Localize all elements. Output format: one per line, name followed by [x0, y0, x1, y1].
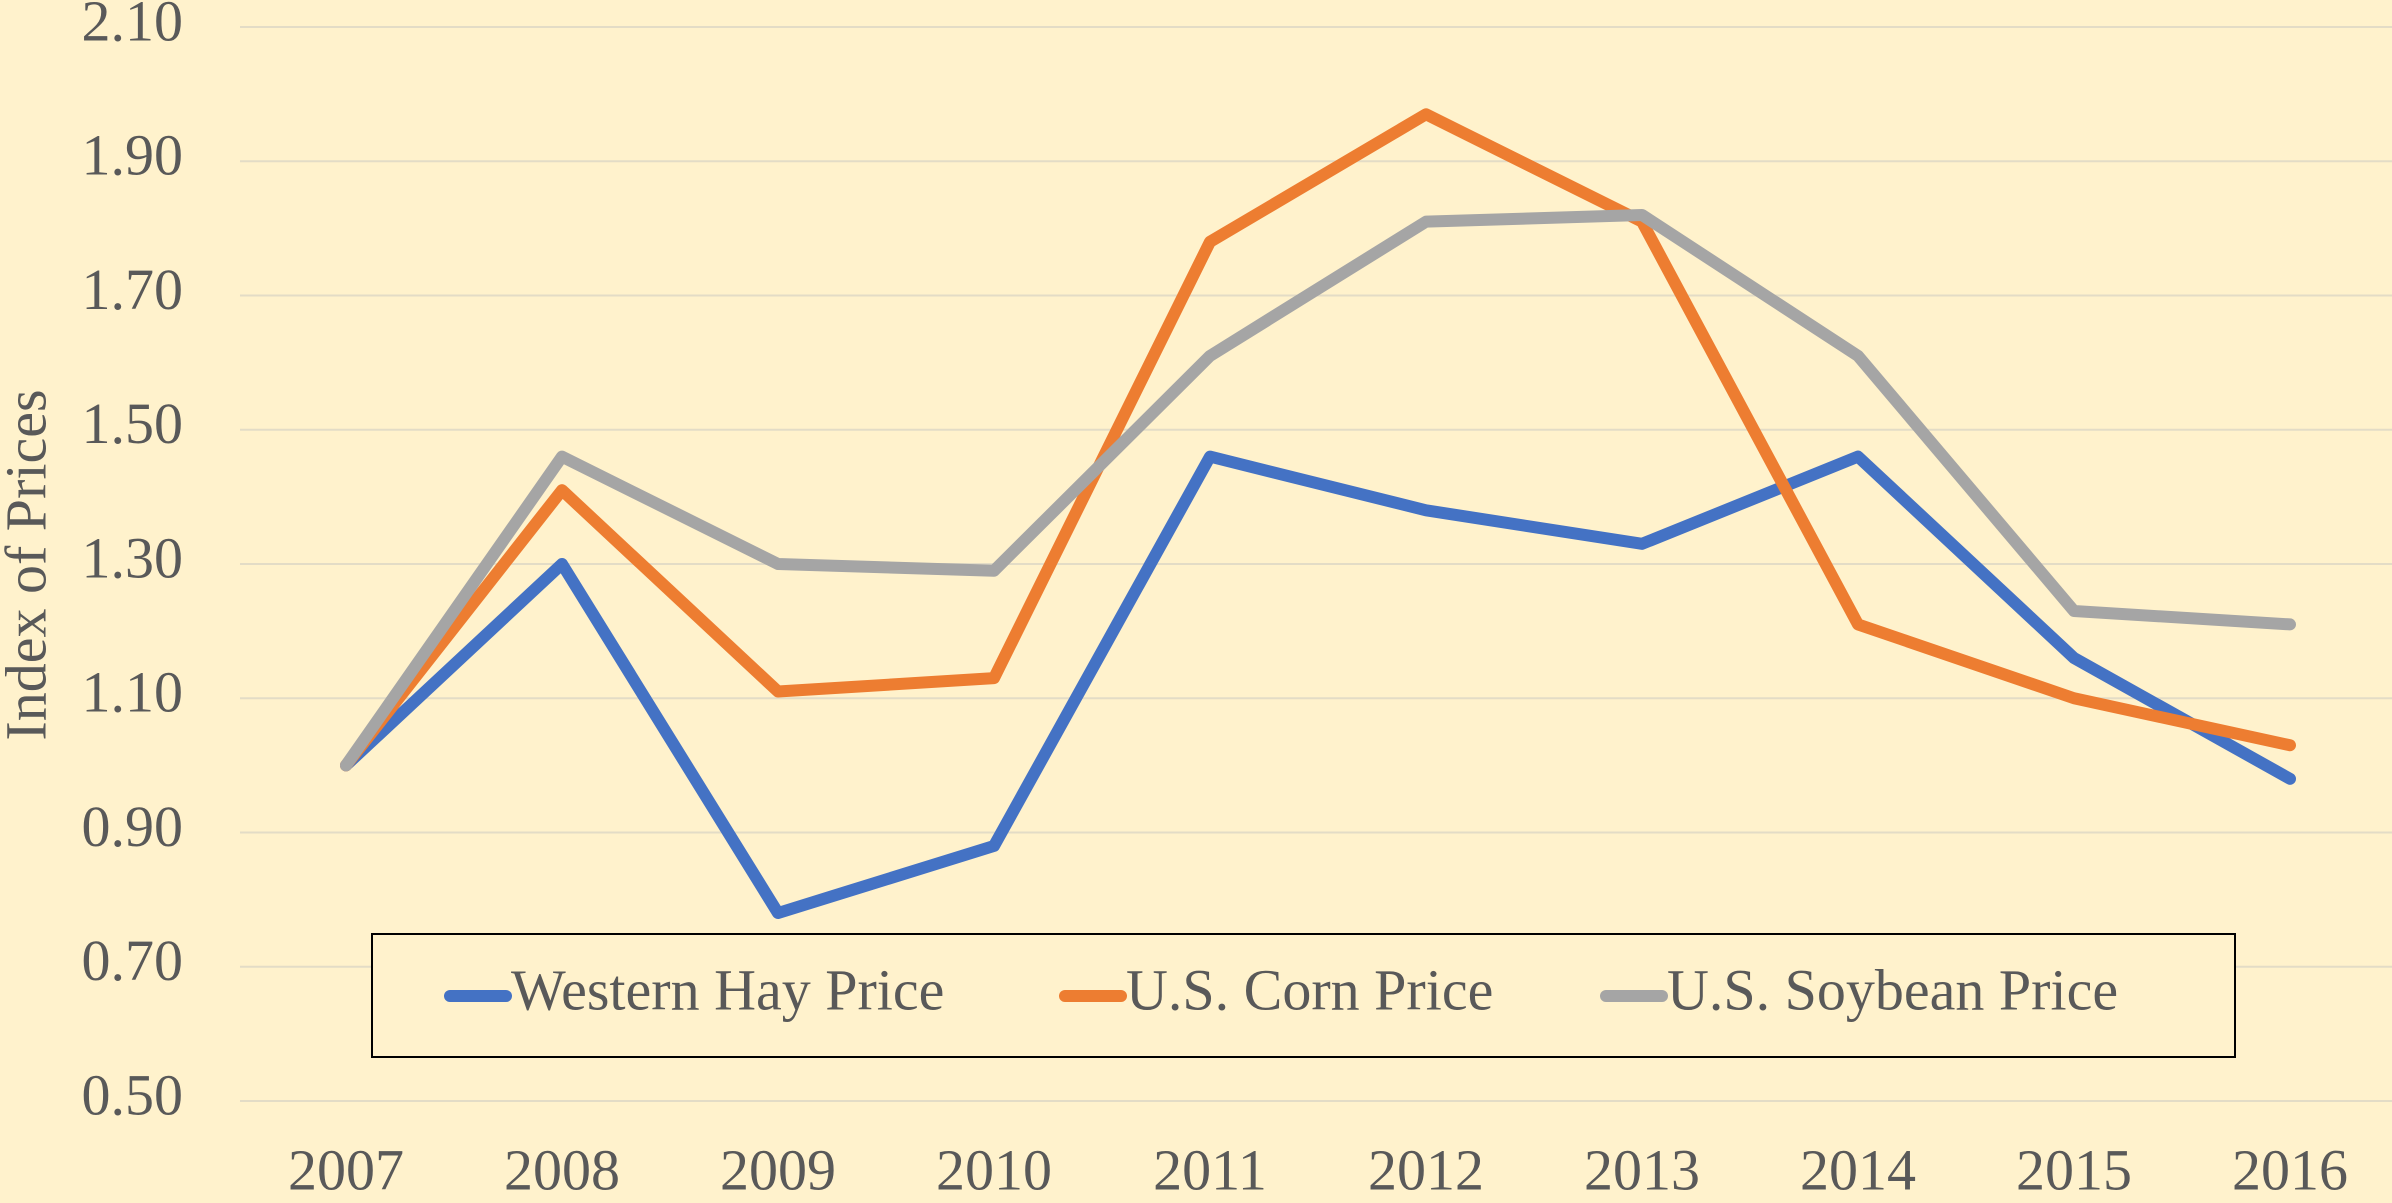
- x-tick-label: 2013: [1584, 1137, 1700, 1202]
- x-tick-label: 2009: [720, 1137, 836, 1202]
- y-tick-label: 0.50: [82, 1062, 184, 1127]
- y-tick-label: 1.10: [82, 660, 184, 725]
- series-line: [340, 208, 2296, 772]
- series-line: [340, 108, 2296, 772]
- legend-label: U.S. Soybean Price: [1667, 957, 2118, 1022]
- y-tick-label: 0.90: [82, 794, 184, 859]
- y-tick-label: 1.70: [82, 257, 184, 322]
- x-tick-label: 2012: [1368, 1137, 1484, 1202]
- y-axis-title: Index of Prices: [0, 389, 58, 740]
- y-tick-label: 0.70: [82, 928, 184, 993]
- x-tick-label: 2010: [936, 1137, 1052, 1202]
- y-tick-label: 1.90: [82, 123, 184, 188]
- y-tick-label: 1.30: [82, 525, 184, 590]
- legend-box: [371, 933, 2236, 1058]
- legend-label: Western Hay Price: [511, 957, 944, 1022]
- x-tick-label: 2011: [1153, 1137, 1267, 1202]
- legend-label: U.S. Corn Price: [1126, 957, 1493, 1022]
- series-line: [340, 450, 2296, 920]
- x-tick-label: 2008: [504, 1137, 620, 1202]
- x-tick-label: 2016: [2232, 1137, 2348, 1202]
- x-tick-label: 2007: [288, 1137, 404, 1202]
- x-tick-label: 2014: [1800, 1137, 1916, 1202]
- y-tick-label: 2.10: [82, 0, 184, 53]
- x-tick-label: 2015: [2016, 1137, 2132, 1202]
- y-tick-label: 1.50: [82, 391, 184, 456]
